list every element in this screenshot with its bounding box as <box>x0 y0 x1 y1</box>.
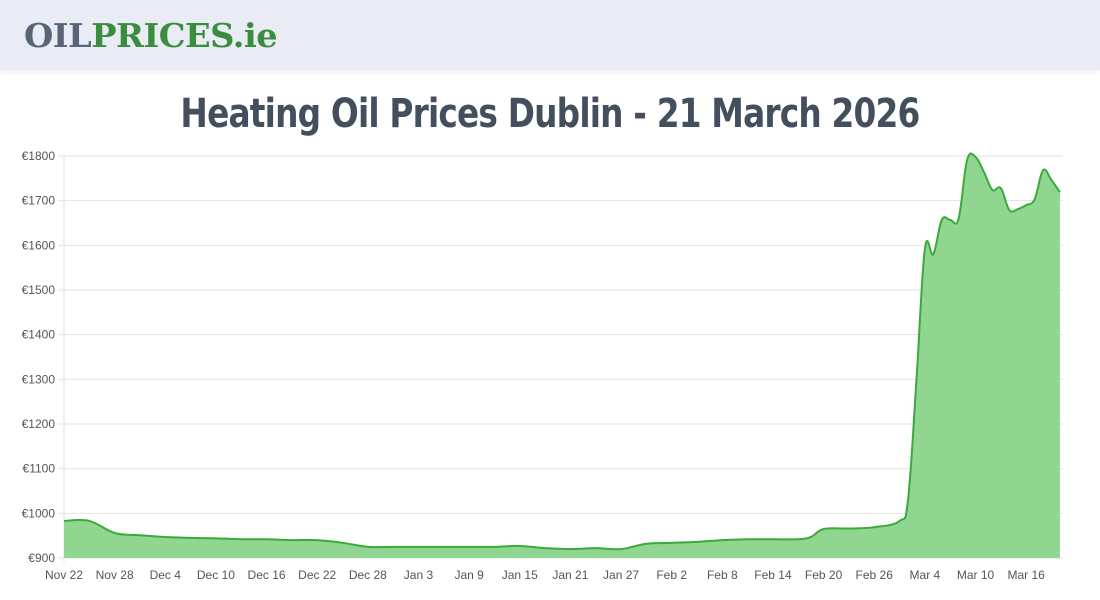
y-tick-label: €1100 <box>23 462 56 476</box>
y-tick-label: €1400 <box>22 328 56 342</box>
x-tick-label: Dec 16 <box>248 568 286 582</box>
x-tick-label: Feb 20 <box>805 568 843 582</box>
logo-prices: PRICES.ie <box>91 16 278 55</box>
page-title: Heating Oil Prices Dublin - 21 March 202… <box>180 91 920 137</box>
y-tick-label: €1200 <box>22 417 56 431</box>
price-area-fill <box>64 153 1060 559</box>
y-axis: €900 €1000 €1100 €1200 €1300 €1400 €1500 €1600 €… <box>22 149 56 565</box>
logo-oil: OIL <box>24 16 92 55</box>
x-tick-label: Nov 22 <box>45 568 83 582</box>
y-tick-label: €1500 <box>22 283 56 297</box>
x-tick-label: Jan 21 <box>552 568 588 582</box>
price-line <box>63 152 1061 551</box>
x-tick-label: Dec 22 <box>298 568 336 582</box>
x-tick-label: Jan 9 <box>454 568 484 582</box>
x-tick-label: Feb 26 <box>856 568 894 582</box>
x-tick-label: Dec 10 <box>197 568 235 582</box>
x-tick-label: Feb 8 <box>707 568 738 582</box>
x-tick-label: Feb 14 <box>754 568 792 582</box>
site-logo[interactable]: OILPRICES.ie <box>24 16 278 56</box>
y-tick-label: €1800 <box>22 149 56 163</box>
x-tick-label: Jan 27 <box>603 568 639 582</box>
site-header: OILPRICES.ie <box>0 0 1100 70</box>
x-tick-label: Mar 10 <box>957 568 995 582</box>
x-tick-label: Nov 28 <box>96 568 134 582</box>
y-tick-label: €1600 <box>22 238 56 252</box>
x-tick-label: Jan 3 <box>404 568 434 582</box>
x-tick-label: Dec 4 <box>150 568 182 582</box>
x-tick-label: Mar 16 <box>1007 568 1045 582</box>
x-tick-label: Jan 15 <box>502 568 538 582</box>
y-tick-label: €900 <box>28 551 55 565</box>
x-axis: Nov 22 Nov 28 Dec 4 Dec 10 Dec 16 Dec 22 Dec 2… <box>45 568 1045 582</box>
y-tick-label: €1700 <box>22 194 56 208</box>
x-tick-label: Dec 28 <box>349 568 387 582</box>
x-tick-label: Feb 2 <box>656 568 687 582</box>
y-tick-label: €1300 <box>22 372 56 386</box>
y-tick-label: €1000 <box>22 506 56 520</box>
x-tick-label: Mar 4 <box>910 568 941 582</box>
